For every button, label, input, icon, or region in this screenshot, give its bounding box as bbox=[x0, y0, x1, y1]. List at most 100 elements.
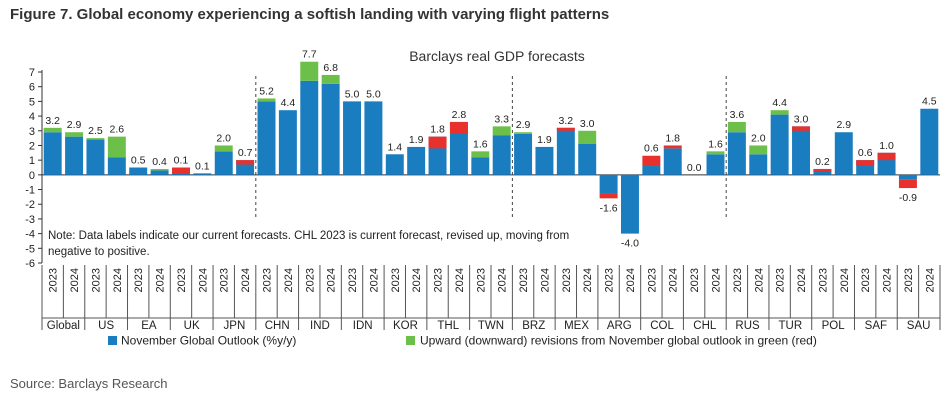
data-label: 0.5 bbox=[131, 155, 146, 167]
bar-MEX-2024 bbox=[578, 143, 597, 175]
revision-down-POL-2023 bbox=[813, 168, 832, 172]
bar-Global-2024 bbox=[65, 136, 84, 175]
year-tick-label: 2023 bbox=[347, 268, 359, 292]
data-label: 0.2 bbox=[815, 156, 830, 168]
year-tick-label: 2023 bbox=[433, 268, 445, 292]
data-label: 1.9 bbox=[409, 134, 424, 146]
y-tick-label: 2 bbox=[29, 140, 35, 152]
year-tick-label: 2024 bbox=[155, 268, 167, 292]
data-label: 2.0 bbox=[751, 132, 766, 144]
year-tick-label: 2024 bbox=[625, 268, 637, 292]
bar-IDN-2024 bbox=[364, 101, 383, 175]
legend-swatch-revisions bbox=[406, 336, 415, 345]
data-label: 7.7 bbox=[302, 49, 317, 61]
year-tick-label: 2024 bbox=[582, 268, 594, 292]
chart-note: Note: Data labels indicate our current f… bbox=[48, 230, 572, 258]
revision-down-SAF-2024 bbox=[877, 152, 896, 161]
year-tick-label: 2024 bbox=[368, 268, 380, 292]
revision-down-SAF-2023 bbox=[856, 160, 875, 167]
data-label: -4.0 bbox=[621, 238, 639, 250]
bar-COL-2024 bbox=[663, 148, 682, 175]
bar-TUR-2023 bbox=[770, 114, 789, 175]
revision-down-COL-2024 bbox=[663, 145, 682, 149]
revision-up-RUS-2024 bbox=[749, 145, 768, 155]
data-label: 2.9 bbox=[836, 119, 851, 131]
bar-RUS-2023 bbox=[727, 132, 746, 175]
group-label-UK: UK bbox=[184, 320, 200, 332]
group-label-US: US bbox=[98, 320, 114, 332]
year-tick-label: 2023 bbox=[262, 268, 274, 292]
year-tick-label: 2024 bbox=[839, 268, 851, 292]
revision-down-COL-2023 bbox=[642, 155, 661, 167]
revision-down-TUR-2024 bbox=[792, 126, 811, 131]
bar-IDN-2023 bbox=[343, 101, 362, 175]
year-tick-label: 2024 bbox=[668, 268, 680, 292]
source-note: Source: Barclays Research bbox=[10, 376, 168, 391]
year-tick-label: 2024 bbox=[112, 268, 124, 292]
data-label: 2.8 bbox=[452, 109, 467, 121]
y-tick-label: -5 bbox=[25, 243, 35, 255]
bar-Global-2023 bbox=[43, 132, 62, 175]
x-axis: 2023 2024 Global 2023 2024 US 2023 2024 EA 2023 20… bbox=[41, 265, 941, 332]
y-tick-label: 6 bbox=[29, 82, 35, 94]
year-tick-label: 2023 bbox=[475, 268, 487, 292]
bar-TWN-2023 bbox=[471, 157, 490, 175]
group-label-THL: THL bbox=[437, 320, 459, 332]
y-tick-label: -1 bbox=[25, 185, 35, 197]
data-label: 4.4 bbox=[772, 97, 787, 109]
bar-TUR-2024 bbox=[792, 126, 811, 175]
group-label-TWN: TWN bbox=[478, 320, 504, 332]
bar-CHN-2023 bbox=[257, 101, 276, 175]
chart-title: Barclays real GDP forecasts bbox=[409, 48, 585, 64]
bar-EA-2023 bbox=[129, 167, 148, 175]
legend-label-revisions: Upward (downward) revisions from Novembe… bbox=[420, 334, 817, 348]
revision-down-ARG-2023 bbox=[599, 193, 618, 199]
y-tick-label: -6 bbox=[25, 258, 35, 270]
group-label-MEX: MEX bbox=[564, 320, 589, 332]
data-label: -1.6 bbox=[600, 202, 618, 214]
group-label-SAU: SAU bbox=[907, 320, 931, 332]
data-label: 5.2 bbox=[259, 85, 274, 97]
data-label: -0.9 bbox=[899, 192, 917, 204]
bar-THL-2024 bbox=[449, 121, 468, 175]
year-tick-label: 2023 bbox=[219, 268, 231, 292]
year-tick-label: 2023 bbox=[817, 268, 829, 292]
data-label: 0.6 bbox=[858, 147, 873, 159]
y-tick-label: 0 bbox=[29, 170, 35, 182]
y-axis: 7 6 5 4 3 2 1 0 -1 -2 -3 -4 -5 -6 bbox=[25, 67, 940, 270]
group-label-POL: POL bbox=[822, 320, 846, 332]
bar-SAU-2024 bbox=[920, 108, 939, 175]
data-label: 1.0 bbox=[879, 140, 894, 152]
bar-CHL-2024 bbox=[706, 154, 725, 175]
year-tick-label: 2024 bbox=[197, 268, 209, 292]
data-labels: 3.2 2.9 2.5 2.6 0.5 0.4 0.1 0.1 2.0 0.7 5.2 4.4 7.7 6… bbox=[45, 49, 936, 250]
group-label-RUS: RUS bbox=[735, 320, 760, 332]
bar-US-2024 bbox=[107, 157, 126, 175]
year-tick-label: 2024 bbox=[882, 268, 894, 292]
bar-UK-2024 bbox=[193, 173, 212, 175]
year-tick-label: 2023 bbox=[561, 268, 573, 292]
revision-up-BRZ-2023 bbox=[514, 132, 533, 134]
revision-up-RUS-2023 bbox=[727, 121, 746, 133]
data-label: 3.2 bbox=[559, 115, 574, 127]
gdp-forecast-chart: Barclays real GDP forecasts 7 6 5 4 3 2 1 0 -1 -2… bbox=[25, 48, 941, 348]
data-label: 6.8 bbox=[323, 62, 338, 74]
group-label-BRZ: BRZ bbox=[522, 320, 545, 332]
revision-up-IND-2023 bbox=[300, 61, 319, 81]
data-label: 0.1 bbox=[195, 160, 210, 172]
year-tick-label: 2023 bbox=[646, 268, 658, 292]
year-tick-label: 2023 bbox=[518, 268, 530, 292]
year-tick-label: 2023 bbox=[604, 268, 616, 292]
revision-up-CHL-2024 bbox=[706, 151, 725, 155]
year-tick-label: 2023 bbox=[390, 268, 402, 292]
data-label: 4.5 bbox=[922, 96, 937, 108]
revision-up-TWN-2023 bbox=[471, 151, 490, 158]
revision-up-JPN-2023 bbox=[214, 145, 233, 152]
data-label: 4.4 bbox=[281, 97, 296, 109]
year-tick-label: 2024 bbox=[711, 268, 723, 292]
bar-RUS-2024 bbox=[749, 154, 768, 175]
legend: November Global Outlook (%y/y) Upward (do… bbox=[108, 334, 817, 348]
group-label-CHL: CHL bbox=[693, 320, 717, 332]
year-tick-label: 2023 bbox=[775, 268, 787, 292]
year-tick-label: 2024 bbox=[796, 268, 808, 292]
